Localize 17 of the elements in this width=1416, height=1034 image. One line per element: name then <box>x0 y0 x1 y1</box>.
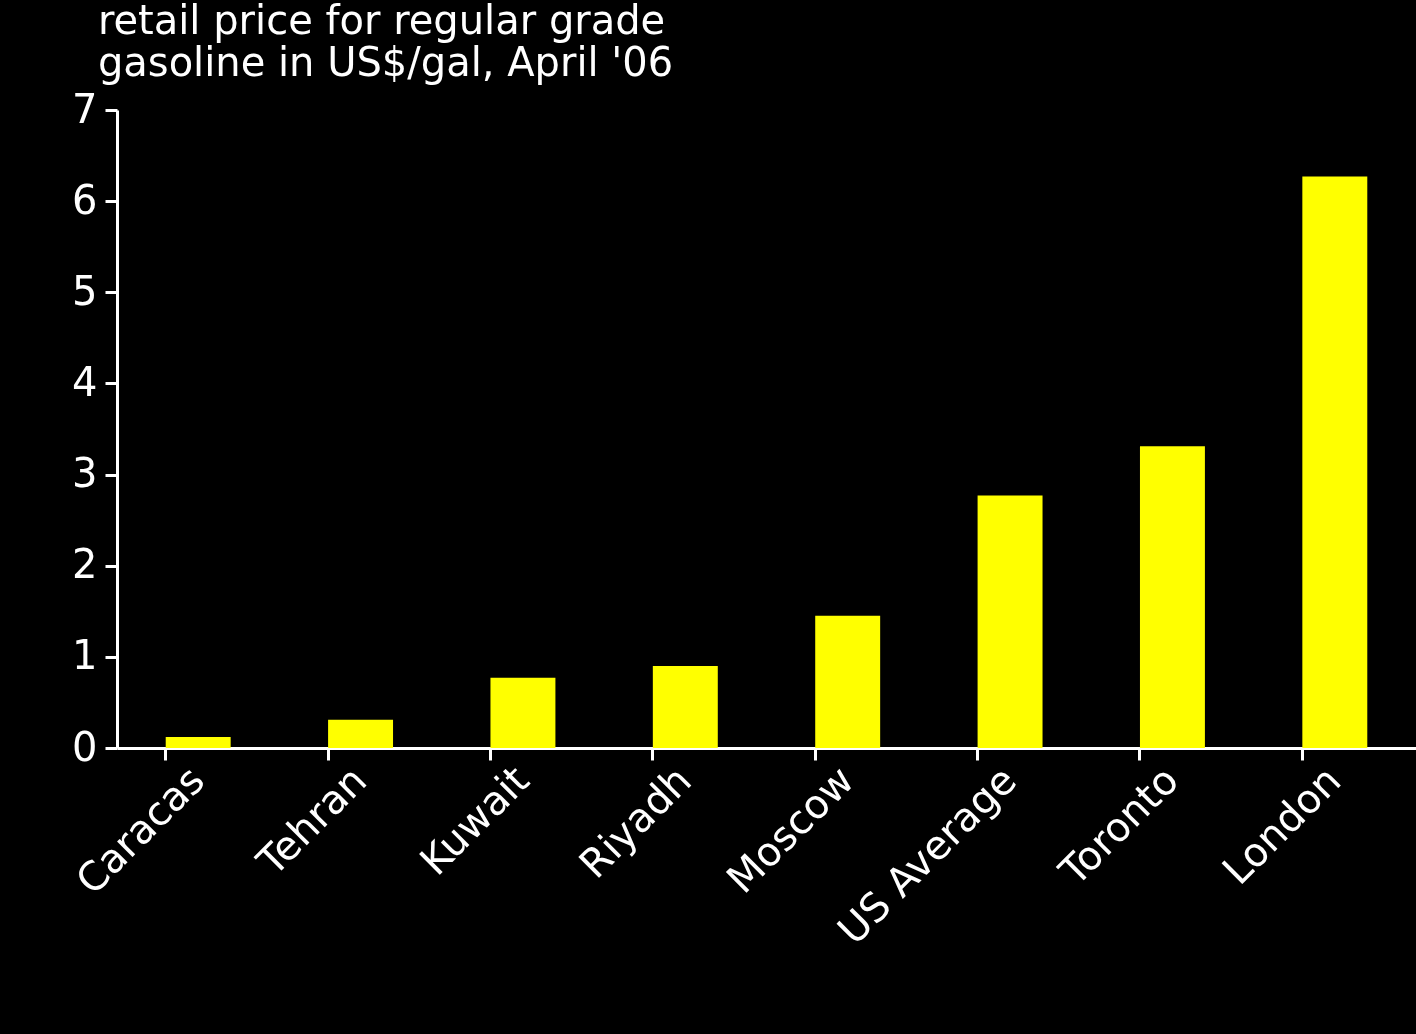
y-tick-label: 3 <box>72 450 98 497</box>
y-tick-label: 0 <box>72 723 98 770</box>
chart-title: retail price for regular grade gasoline in US$/gal, April '06 <box>97 0 674 85</box>
y-tick-label: 4 <box>72 358 98 405</box>
bar <box>977 495 1043 748</box>
bar <box>328 719 394 748</box>
y-tick-label: 2 <box>72 541 98 588</box>
bar <box>1139 446 1205 748</box>
bar <box>1302 176 1368 748</box>
bar <box>815 615 881 748</box>
bar <box>490 677 556 748</box>
y-tick-label: 1 <box>72 632 98 679</box>
y-tick-label: 7 <box>72 85 98 132</box>
bar <box>652 665 718 748</box>
y-tick-label: 5 <box>72 267 98 314</box>
bar <box>165 737 231 748</box>
y-tick-label: 6 <box>72 176 98 223</box>
